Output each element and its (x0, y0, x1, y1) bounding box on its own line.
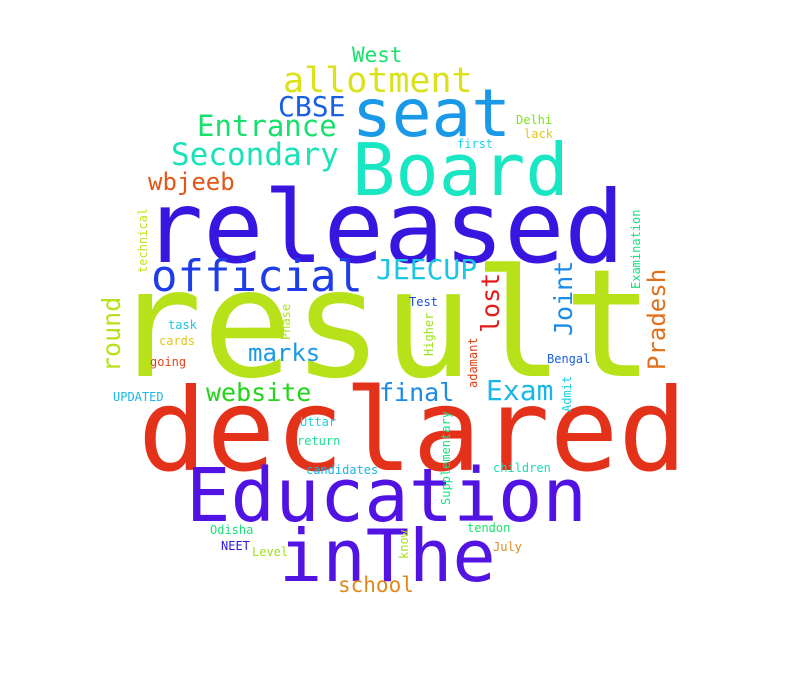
word-candidates: candidates (306, 463, 379, 477)
word-first: first (457, 137, 494, 151)
word-allotment: allotment (283, 61, 473, 101)
word-tendon: tendon (467, 521, 511, 535)
word-neet: NEET (221, 539, 250, 553)
word-know: know (397, 530, 411, 559)
word-wbjeeb: wbjeeb (148, 168, 235, 196)
word-odisha: Odisha (210, 523, 254, 537)
word-final: final (379, 378, 455, 407)
word-task: task (168, 318, 197, 332)
word-official: official (151, 251, 363, 302)
word-lost: lost (476, 272, 505, 333)
word-cards: cards (159, 334, 196, 348)
word-board: Board (352, 128, 569, 212)
word-jeecup: JEECUP (376, 253, 478, 286)
word-secondary: Secondary (171, 137, 339, 173)
word-school: school (338, 573, 414, 597)
word-examination: Examination (629, 209, 643, 289)
word-updated: UPDATED (113, 390, 164, 404)
word-bengal: Bengal (547, 352, 591, 366)
word-joint: Joint (549, 260, 578, 336)
word-website: website (206, 378, 312, 407)
word-lack: lack (524, 127, 553, 141)
word-test: Test (409, 295, 438, 309)
word-children: children (493, 461, 551, 475)
word-return: return (297, 434, 341, 448)
word-seat: seat (352, 75, 511, 152)
word-phase: Phase (279, 303, 293, 340)
word-higher: Higher (422, 312, 436, 356)
word-adamant: adamant (466, 337, 480, 388)
word-declared: declared (138, 364, 688, 497)
word-supplementary: Supplementary (439, 411, 453, 505)
word-cbse: CBSE (278, 90, 346, 123)
word-exam: Exam (486, 374, 554, 407)
word-inthe: inThe (279, 514, 496, 598)
word-july: July (493, 540, 522, 554)
word-going: going (150, 355, 187, 369)
word-west: West (352, 43, 403, 67)
word-education: Education (186, 453, 587, 539)
word-uttar: Uttar (300, 415, 337, 429)
word-entrance: Entrance (197, 109, 337, 143)
word-level: Level (252, 545, 289, 559)
word-technical: technical (136, 207, 150, 273)
word-delhi: Delhi (516, 113, 553, 127)
word-pradesh: Pradesh (643, 268, 671, 370)
word-admit: Admit (560, 375, 574, 412)
word-marks: marks (248, 339, 321, 367)
word-released: released (143, 169, 625, 286)
word-result: result (112, 238, 654, 412)
word-round: round (97, 296, 126, 372)
